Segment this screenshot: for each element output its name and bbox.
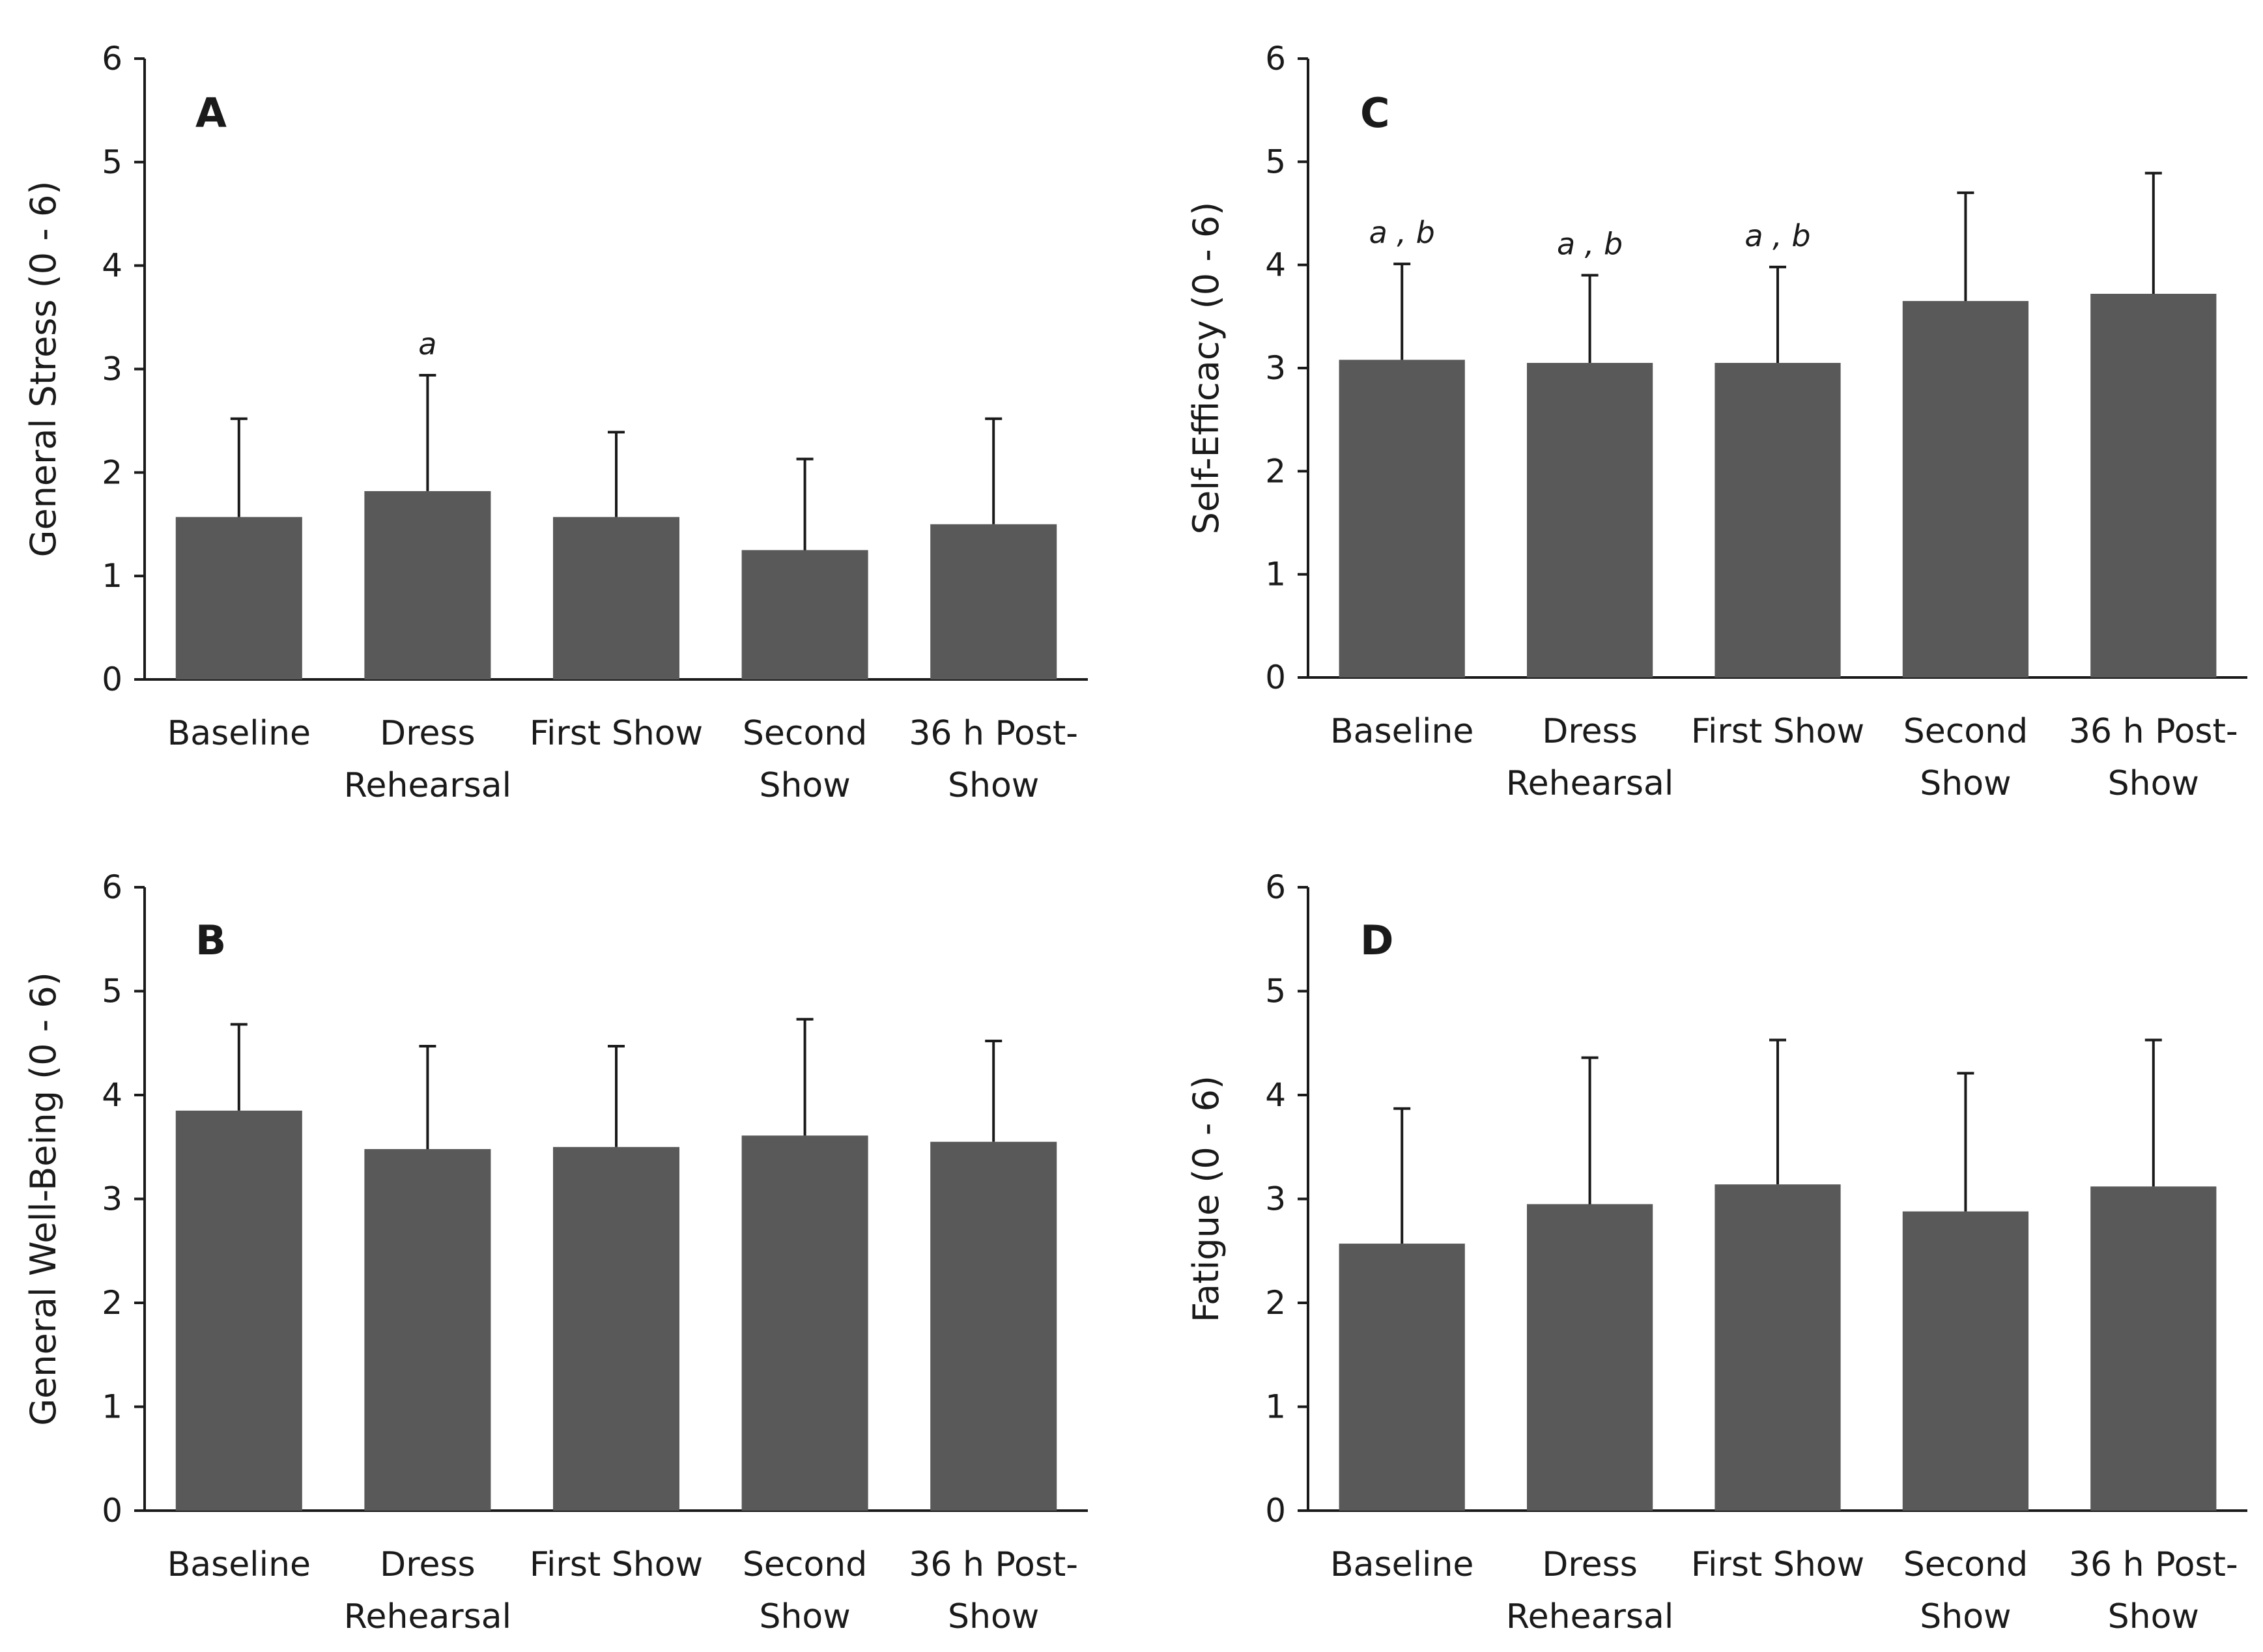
bar-b-1 <box>364 1148 491 1511</box>
panel-letter-a: A <box>195 89 227 137</box>
annotation-c-2: a , b <box>1744 218 1810 253</box>
x-tick-label-b-4-line-0: 36 h Post- <box>909 1545 1078 1584</box>
x-tick-label-c-1-line-1: Rehearsal <box>1506 764 1673 803</box>
y-tick-label-a-2: 2 <box>102 453 122 491</box>
y-tick-label-d-5: 5 <box>1265 973 1286 1010</box>
y-tick-label-d-1: 1 <box>1265 1388 1286 1426</box>
y-tick-label-a-6: 6 <box>102 40 122 78</box>
y-axis-label-b: General Well-Being (0 - 6) <box>23 972 64 1426</box>
x-tick-label-c-4-line-1: Show <box>2108 764 2199 803</box>
y-tick-label-d-3: 3 <box>1265 1180 1286 1218</box>
x-tick-label-d-3-line-1: Show <box>1920 1597 2011 1636</box>
x-tick-label-c-4-line-0: 36 h Post- <box>2069 712 2238 751</box>
y-tick-label-c-3: 3 <box>1265 349 1286 387</box>
annotation-c-0: a , b <box>1369 215 1435 250</box>
x-tick-label-b-2-line-0: First Show <box>530 1545 703 1584</box>
bar-a-2 <box>552 517 680 679</box>
panel-letter-c: C <box>1360 89 1390 137</box>
bar-d-4 <box>2090 1186 2217 1511</box>
bar-a-0 <box>175 517 302 679</box>
y-tick-label-d-0: 0 <box>1265 1492 1286 1530</box>
x-tick-label-a-3-line-0: Second <box>743 714 867 753</box>
bar-b-4 <box>930 1141 1057 1511</box>
panel-a: 0 1 2 3 4 5 6 General Stress (0 - 6) A Baseline a D… <box>23 40 1088 805</box>
x-tick-label-b-4-line-1: Show <box>948 1597 1039 1636</box>
x-tick-label-a-1-line-1: Rehearsal <box>344 766 511 805</box>
annotation-a-1: a <box>418 326 436 362</box>
bar-c-0 <box>1339 360 1465 677</box>
x-tick-label-b-3-line-0: Second <box>743 1545 867 1584</box>
x-tick-label-d-3-line-0: Second <box>1903 1545 2028 1584</box>
y-tick-label-b-0: 0 <box>102 1492 122 1530</box>
x-tick-label-d-1-line-0: Dress <box>1542 1545 1637 1584</box>
x-tick-label-c-2-line-0: First Show <box>1691 712 1864 751</box>
x-tick-label-a-3-line-1: Show <box>759 766 850 805</box>
x-tick-label-b-1-line-1: Rehearsal <box>344 1597 511 1636</box>
y-axis-label-a: General Stress (0 - 6) <box>23 181 64 558</box>
x-tick-label-c-1-line-0: Dress <box>1542 712 1637 751</box>
x-tick-label-d-0-line-0: Baseline <box>1330 1545 1473 1584</box>
y-tick-label-b-3: 3 <box>102 1180 122 1218</box>
bar-a-4 <box>930 524 1057 679</box>
x-tick-label-d-1-line-1: Rehearsal <box>1506 1597 1673 1636</box>
x-tick-label-c-0-line-0: Baseline <box>1330 712 1473 751</box>
y-tick-label-c-5: 5 <box>1265 143 1286 180</box>
bar-a-1 <box>364 491 491 679</box>
x-tick-label-a-4-line-1: Show <box>948 766 1039 805</box>
bar-b-2 <box>552 1146 680 1511</box>
bar-b-0 <box>175 1110 302 1511</box>
panel-letter-b: B <box>195 917 226 964</box>
x-tick-label-a-0-line-0: Baseline <box>167 714 311 753</box>
bar-c-2 <box>1715 363 1841 677</box>
bar-d-0 <box>1339 1244 1465 1511</box>
y-tick-label-c-6: 6 <box>1265 40 1286 78</box>
bar-d-3 <box>1902 1211 2029 1511</box>
bar-c-4 <box>2090 294 2217 677</box>
y-tick-label-a-5: 5 <box>102 143 122 181</box>
y-tick-label-b-4: 4 <box>102 1076 122 1114</box>
x-tick-label-b-0-line-0: Baseline <box>167 1545 311 1584</box>
y-axis-label-c: Self-Efficacy (0 - 6) <box>1186 202 1227 535</box>
y-tick-label-b-1: 1 <box>102 1388 122 1426</box>
x-tick-label-a-1-line-0: Dress <box>380 714 475 753</box>
y-axis-label-d: Fatigue (0 - 6) <box>1186 1075 1227 1322</box>
y-tick-label-c-0: 0 <box>1265 659 1286 696</box>
bar-c-3 <box>1902 301 2029 677</box>
panel-c: 0 1 2 3 4 5 6 Self-Efficacy (0 - 6) Ca , b Baseli… <box>1186 40 2247 803</box>
y-tick-label-c-4: 4 <box>1265 246 1286 284</box>
panel-b: 0 1 2 3 4 5 6 General Well-Being (0 - 6) B Baseli… <box>23 868 1088 1636</box>
x-tick-label-d-4-line-0: 36 h Post- <box>2069 1545 2238 1584</box>
x-tick-label-d-2-line-0: First Show <box>1691 1545 1864 1584</box>
x-tick-label-b-1-line-0: Dress <box>380 1545 475 1584</box>
y-tick-label-a-3: 3 <box>102 350 122 388</box>
panel-letter-d: D <box>1360 917 1393 964</box>
x-tick-label-a-4-line-0: 36 h Post- <box>909 714 1078 753</box>
x-tick-label-c-3-line-1: Show <box>1920 764 2011 803</box>
bar-d-2 <box>1715 1184 1841 1511</box>
y-tick-label-c-2: 2 <box>1265 452 1286 490</box>
y-tick-label-d-2: 2 <box>1265 1284 1286 1322</box>
y-tick-label-d-6: 6 <box>1265 868 1286 906</box>
y-tick-label-a-1: 1 <box>102 557 122 595</box>
annotation-c-1: a , b <box>1557 227 1623 262</box>
y-tick-label-b-2: 2 <box>102 1284 122 1322</box>
x-tick-label-b-3-line-1: Show <box>759 1597 850 1636</box>
x-tick-label-d-4-line-1: Show <box>2108 1597 2199 1636</box>
y-tick-label-d-4: 4 <box>1265 1076 1286 1114</box>
y-tick-label-c-1: 1 <box>1265 556 1286 593</box>
bar-a-3 <box>741 550 868 679</box>
panel-d: 0 1 2 3 4 5 6 Fatigue (0 - 6) D Baseline Dress Rehe… <box>1186 868 2247 1636</box>
bar-b-3 <box>741 1135 868 1511</box>
y-tick-label-a-4: 4 <box>102 247 122 285</box>
bar-c-1 <box>1526 363 1653 677</box>
y-tick-label-a-0: 0 <box>102 661 122 698</box>
y-tick-label-b-5: 5 <box>102 973 122 1010</box>
x-tick-label-c-3-line-0: Second <box>1903 712 2028 751</box>
x-tick-label-a-2-line-0: First Show <box>530 714 703 753</box>
y-tick-label-b-6: 6 <box>102 868 122 906</box>
bar-d-1 <box>1526 1204 1653 1511</box>
